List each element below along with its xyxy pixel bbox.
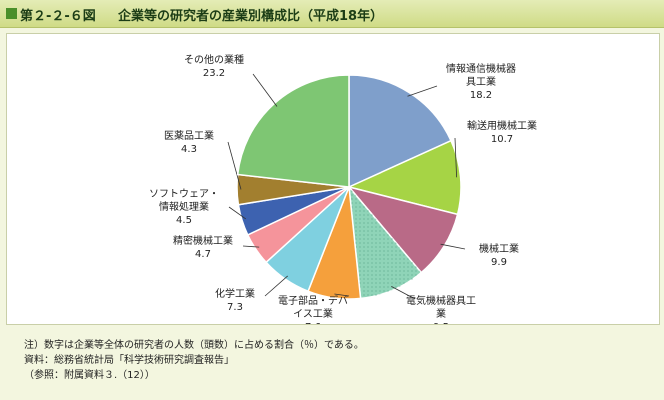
source-text: 資料：総務省統計局「科学技術研究調査報告」 — [24, 355, 234, 366]
slice-label: その他の業種 23.2 — [184, 53, 244, 79]
leader-line — [227, 141, 242, 190]
leader-line — [391, 286, 416, 300]
slice-label: 電気機械器具工業9.5 — [406, 294, 476, 324]
note-text: 注）数字は企業等全体の研究者の人数（頭数）に占める割合（％）である。 — [24, 340, 364, 351]
slice-label: 医薬品工業 4.3 — [164, 129, 214, 155]
slice-value-label: 4.5 — [176, 215, 192, 226]
figure-number: 第２-２-６図 — [20, 9, 96, 24]
leader-line — [334, 293, 350, 297]
header-marker-square — [6, 8, 17, 19]
reference-text: （参照：附属資料３.（12）） — [24, 370, 155, 381]
figure-title: 企業等の研究者の産業別構成比（平成18年） — [118, 9, 384, 24]
slice-value-label: 18.2 — [470, 90, 492, 101]
pie-slice-texture — [349, 187, 422, 299]
slice-label: 情報通信機械器具工業 18.2 — [446, 62, 516, 101]
leader-line — [454, 137, 457, 178]
leader-line — [242, 245, 260, 248]
slice-value-label: 4.3 — [181, 144, 197, 155]
leader-line — [264, 275, 288, 297]
slice-value-label: 9.5 — [433, 322, 449, 324]
slice-value-label: 7.6 — [305, 322, 321, 324]
slice-label: ソフトウェア・情報処理業 4.5 — [149, 188, 219, 226]
leader-line — [228, 206, 247, 220]
pie-slice — [236, 74, 350, 188]
slice-value-label: 4.7 — [195, 249, 211, 260]
slice-value-label: 10.7 — [491, 134, 513, 145]
pie-slice — [348, 74, 452, 189]
leader-line — [252, 73, 278, 107]
slice-value-label: 7.3 — [227, 302, 243, 313]
pie-slice — [346, 139, 462, 216]
slice-label: 化学工業 7.3 — [215, 287, 255, 313]
leader-line — [407, 85, 438, 97]
leader-line — [440, 243, 466, 250]
slice-label: 輸送用機械工業 10.7 — [467, 119, 537, 145]
slice-label: 機械工業 9.9 — [479, 242, 519, 268]
slice-value-label: 23.2 — [203, 68, 225, 79]
figure-header: 第２-２-６図 企業等の研究者の産業別構成比（平成18年） — [0, 0, 664, 28]
slice-label: 電子部品・デバイス工業7.6 — [278, 294, 348, 324]
slice-value-label: 9.9 — [491, 257, 507, 268]
pie-chart: 情報通信機械器具工業 18.2 輸送用機械工業 10.7 機械工業 9.9電気機械器具工業… — [149, 53, 537, 324]
chart-panel: 情報通信機械器具工業 18.2 輸送用機械工業 10.7 機械工業 9.9 電気機械器具工業… — [6, 33, 660, 325]
slice-label: 精密機械工業 4.7 — [173, 234, 233, 260]
notes-block: 注）数字は企業等全体の研究者の人数（頭数）に占める割合（％）である。 資料：総務… — [24, 338, 364, 383]
